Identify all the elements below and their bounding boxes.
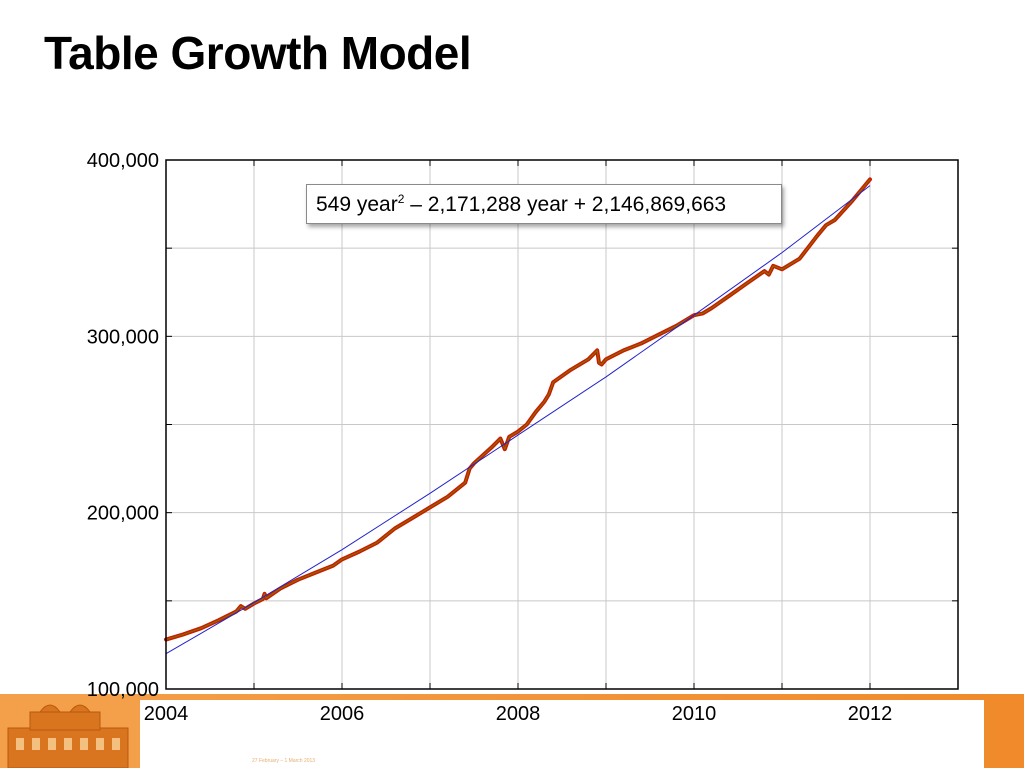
x-tick-label: 2008 <box>496 703 541 725</box>
x-tick-label: 2012 <box>848 703 893 725</box>
chart-grid <box>166 160 958 689</box>
fit-equation-term: 549 year <box>316 193 398 216</box>
fit-equation-rest: – 2,171,288 year + 2,146,869,663 <box>404 193 727 216</box>
fit-series-line <box>165 185 871 655</box>
y-tick-label: 300,000 <box>87 326 159 348</box>
y-tick-label: 400,000 <box>87 150 159 172</box>
y-tick-label: 100,000 <box>87 679 159 701</box>
footer-card <box>140 700 984 768</box>
x-tick-label: 2010 <box>672 703 717 725</box>
palace-logo-icon <box>0 694 140 768</box>
fit-equation-exponent: 2 <box>397 192 405 206</box>
fit-equation-box <box>306 184 782 224</box>
chart-series <box>164 177 872 655</box>
observed-series-core <box>165 179 871 641</box>
y-tick-label: 200,000 <box>87 503 159 525</box>
page-title: Table Growth Model <box>44 27 472 79</box>
x-tick-label: 2006 <box>320 703 365 725</box>
fit-equation: 549 year2 – 2,171,288 year + 2,146,869,6… <box>316 192 726 217</box>
footer-note: 27 February – 1 March 2013 <box>252 758 316 764</box>
chart-ticks: 2004 2006 2008 2010 2012 100,000 200,000 300,00… <box>87 150 959 725</box>
x-tick-label: 2004 <box>144 703 189 725</box>
